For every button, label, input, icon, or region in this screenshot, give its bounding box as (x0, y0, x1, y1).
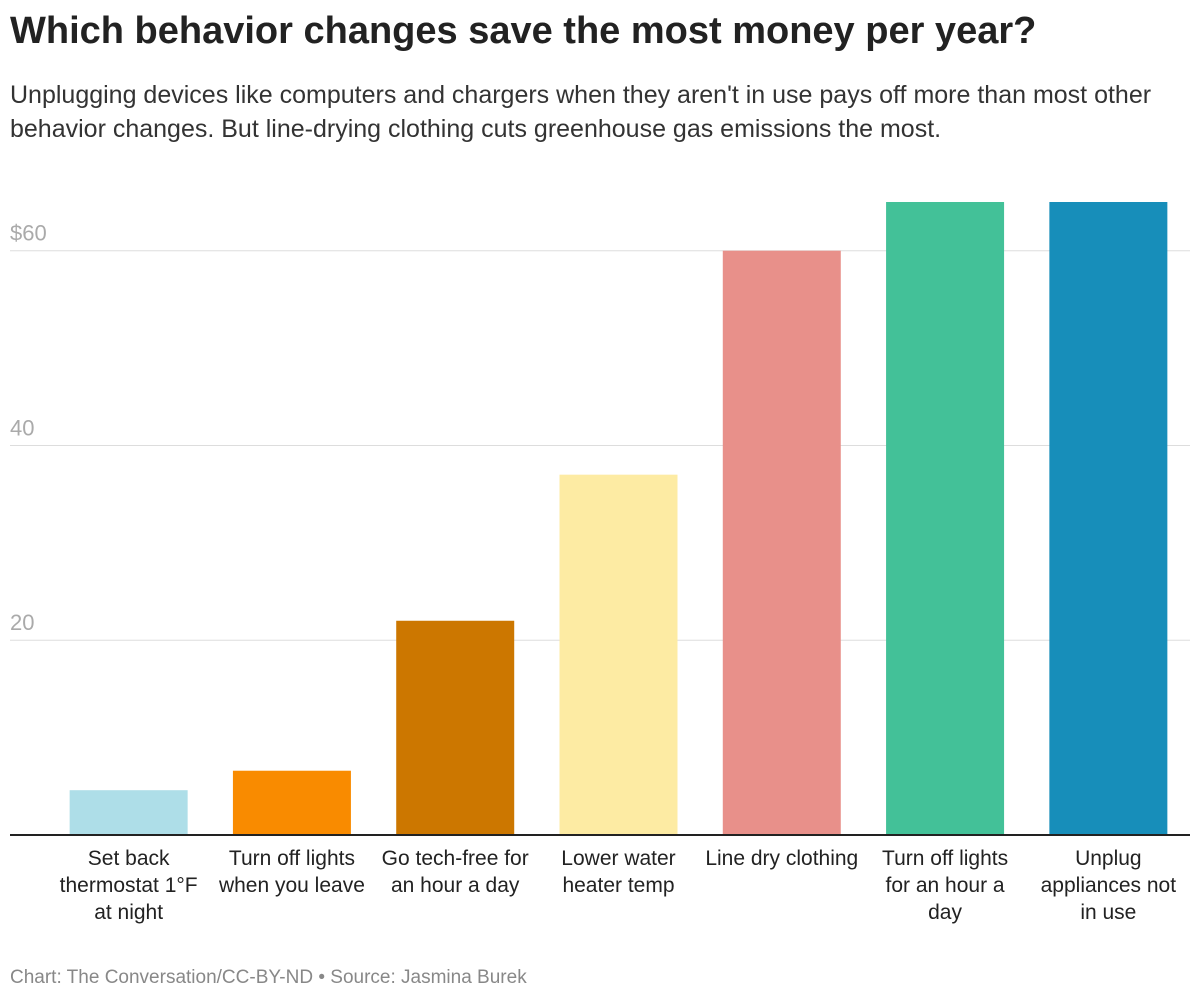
bar (396, 620, 515, 835)
x-tick-label-box: Line dry clothing (705, 847, 859, 870)
bar (886, 202, 1005, 835)
x-tick-label-box: Unplug appliances not in use (1040, 847, 1177, 924)
y-tick-label: 40 (10, 415, 34, 440)
x-tick-label-box: Lower water heater temp (561, 847, 676, 897)
x-tick-label: Turn off lights for an hour a day (882, 847, 1009, 924)
x-tick-label-box: Turn off lights for an hour a day (882, 847, 1009, 924)
x-tick-label: Unplug appliances not in use (1040, 847, 1177, 924)
x-tick-label: Set back thermostat 1°F at night (59, 847, 198, 924)
chart-subtitle: Unplugging devices like computers and ch… (10, 81, 1152, 143)
bar (722, 250, 841, 835)
x-tick-label-box: Go tech-free for an hour a day (381, 847, 529, 897)
x-tick-label: Turn off lights when you leave (218, 847, 365, 897)
x-tick-label: Lower water heater temp (561, 847, 676, 897)
bar (69, 790, 188, 835)
x-tick-label: Line dry clothing (705, 847, 859, 870)
bar (559, 474, 678, 835)
x-tick-label: Go tech-free for an hour a day (381, 847, 529, 897)
y-tick-label: 20 (10, 610, 34, 635)
chart-title: Which behavior changes save the most mon… (10, 10, 1037, 52)
x-tick-label-box: Set back thermostat 1°F at night (59, 847, 198, 924)
bar (1049, 202, 1168, 835)
chart-footer: Chart: The Conversation/CC-BY-ND • Sourc… (10, 967, 527, 988)
bar (232, 770, 351, 835)
chart: 20 40 $60 Set back thermostat 1°F at night T… (10, 202, 1190, 924)
x-tick-label-box: Turn off lights when you leave (218, 847, 365, 897)
y-tick-label: $60 (10, 221, 47, 246)
